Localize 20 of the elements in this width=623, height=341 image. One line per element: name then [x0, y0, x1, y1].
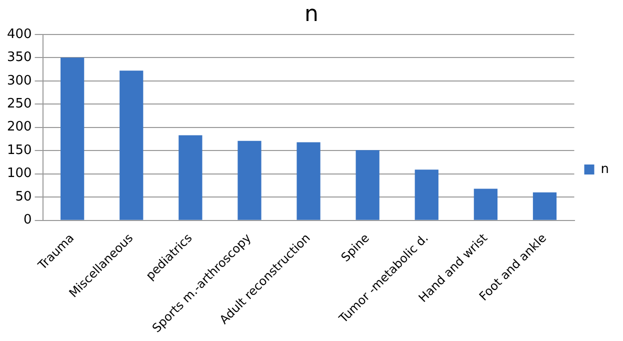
- legend-label: n: [600, 162, 610, 177]
- y-tick-label: 0: [24, 212, 32, 228]
- y-tick-label: 150: [6, 142, 32, 158]
- bar: [414, 170, 438, 220]
- bar: [60, 58, 84, 220]
- bar: [532, 192, 557, 220]
- bar: [356, 150, 380, 220]
- y-tick-label: 50: [15, 189, 32, 204]
- bar: [178, 135, 202, 220]
- bar: [296, 142, 320, 220]
- y-tick-label: 350: [6, 50, 32, 66]
- bar: [474, 188, 498, 220]
- chart-title: n: [304, 2, 318, 27]
- y-tick-label: 250: [6, 96, 32, 112]
- y-tick-label: 300: [6, 73, 32, 88]
- y-tick-label: 100: [6, 166, 32, 182]
- y-tick-label: 200: [6, 120, 32, 135]
- bar: [120, 70, 144, 220]
- bar: [238, 140, 262, 220]
- y-tick-label: 400: [6, 26, 32, 42]
